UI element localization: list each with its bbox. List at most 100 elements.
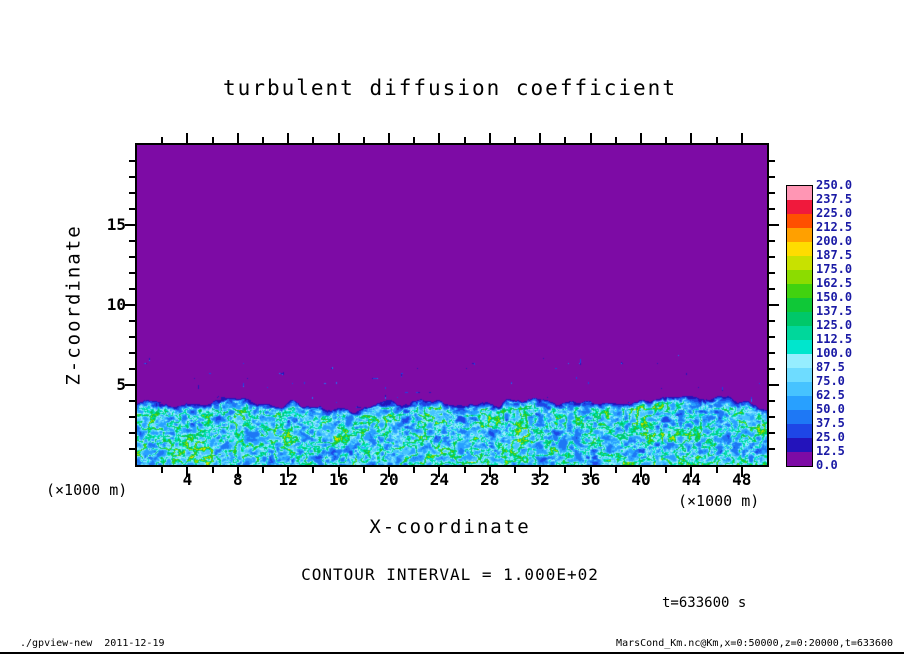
axis-tick [614, 137, 617, 143]
axis-tick [769, 288, 775, 290]
axis-tick [413, 467, 416, 473]
axis-tick [125, 304, 135, 306]
axis-tick [337, 467, 340, 477]
axis-tick [665, 467, 668, 473]
time-text: t=633600 s [662, 595, 747, 611]
colorbar-label: 37.5 [816, 416, 845, 430]
axis-tick [211, 467, 214, 473]
colorbar-label: 137.5 [816, 304, 853, 318]
axis-tick [769, 272, 775, 274]
y-tick-label: 5 [116, 375, 126, 394]
footer-left: ./gpview-new 2011-12-19 [20, 638, 165, 649]
colorbar-cell [787, 452, 812, 466]
axis-tick [665, 137, 668, 143]
axis-tick [186, 467, 189, 477]
axis-tick [337, 133, 340, 143]
colorbar-label: 250.0 [816, 178, 853, 192]
axis-tick [129, 352, 135, 354]
axis-tick [129, 432, 135, 434]
axis-tick [362, 467, 365, 473]
axis-tick [769, 448, 775, 450]
x-axis-unit: (×1000 m) [678, 492, 760, 510]
colorbar-label: 200.0 [816, 234, 853, 248]
heatmap-canvas [137, 145, 767, 465]
colorbar-label: 212.5 [816, 220, 853, 234]
axis-tick [769, 352, 775, 354]
colorbar-cell [787, 270, 812, 284]
colorbar-label: 225.0 [816, 206, 853, 220]
x-tick-label: 32 [530, 470, 550, 489]
axis-tick [514, 137, 516, 143]
colorbar-label: 175.0 [816, 262, 853, 276]
axis-tick [129, 336, 135, 338]
colorbar-cell [787, 312, 812, 326]
colorbar-cell [787, 242, 812, 256]
colorbar-label: 87.5 [816, 360, 845, 374]
axis-tick [413, 137, 416, 143]
y-axis-unit: (×1000 m) [46, 481, 128, 499]
axis-tick [539, 467, 542, 477]
axis-tick [769, 224, 779, 226]
colorbar-cell [787, 326, 812, 340]
axis-tick [769, 416, 775, 418]
colorbar-cell [787, 214, 812, 228]
contour-interval-text: CONTOUR INTERVAL = 1.000E+02 [301, 565, 599, 584]
colorbar-cell [787, 368, 812, 382]
axis-tick [769, 432, 775, 434]
colorbar-label: 12.5 [816, 444, 845, 458]
x-tick-label: 40 [631, 470, 651, 489]
page-bottom-border [0, 652, 904, 654]
footer-right: MarsCond_Km.nc@Km,x=0:50000,z=0:20000,t=… [616, 638, 893, 649]
axis-tick [690, 467, 693, 477]
axis-tick [463, 137, 466, 143]
colorbar-cell [787, 382, 812, 396]
plot-frame [125, 133, 779, 477]
axis-tick [312, 137, 315, 143]
axis-tick [640, 133, 642, 143]
colorbar-cell [787, 228, 812, 242]
axis-tick [438, 133, 441, 143]
axis-tick [740, 133, 743, 143]
axis-tick [589, 467, 592, 477]
axis-tick [463, 467, 466, 473]
colorbar-cell [787, 284, 812, 298]
colorbar-label: 237.5 [816, 192, 853, 206]
axis-tick [769, 208, 775, 210]
x-tick-label: 36 [580, 470, 601, 489]
axis-tick [740, 467, 743, 477]
axis-tick [769, 336, 775, 338]
x-tick-label: 28 [480, 470, 500, 489]
colorbar-cell [787, 340, 812, 354]
axis-tick [690, 133, 693, 143]
x-tick-label: 24 [429, 470, 450, 489]
axis-tick [129, 448, 135, 450]
x-tick-label: 4 [182, 470, 193, 489]
axis-tick [129, 368, 135, 370]
x-axis-label: X-coordinate [369, 516, 531, 538]
axis-tick [129, 240, 135, 242]
axis-tick [129, 400, 135, 402]
axis-tick [125, 224, 135, 226]
colorbar-label: 25.0 [816, 430, 845, 444]
axis-tick [236, 467, 239, 477]
axis-tick [129, 176, 135, 178]
axis-tick [769, 320, 775, 322]
x-tick-label: 8 [232, 470, 243, 489]
axis-tick [129, 320, 135, 322]
colorbar-cell [787, 424, 812, 438]
colorbar-label: 112.5 [816, 332, 853, 346]
axis-tick [769, 304, 779, 306]
axis-tick [161, 137, 164, 143]
colorbar-label: 62.5 [816, 388, 845, 402]
axis-tick [161, 467, 164, 473]
axis-tick [186, 133, 189, 143]
colorbar-cell [787, 256, 812, 270]
colorbar-cell [787, 410, 812, 424]
axis-tick [388, 467, 390, 477]
axis-tick [769, 368, 775, 370]
axis-tick [129, 288, 135, 290]
axis-tick [488, 133, 491, 143]
axis-tick [287, 133, 290, 143]
axis-tick [514, 467, 516, 473]
axis-tick [129, 208, 135, 210]
